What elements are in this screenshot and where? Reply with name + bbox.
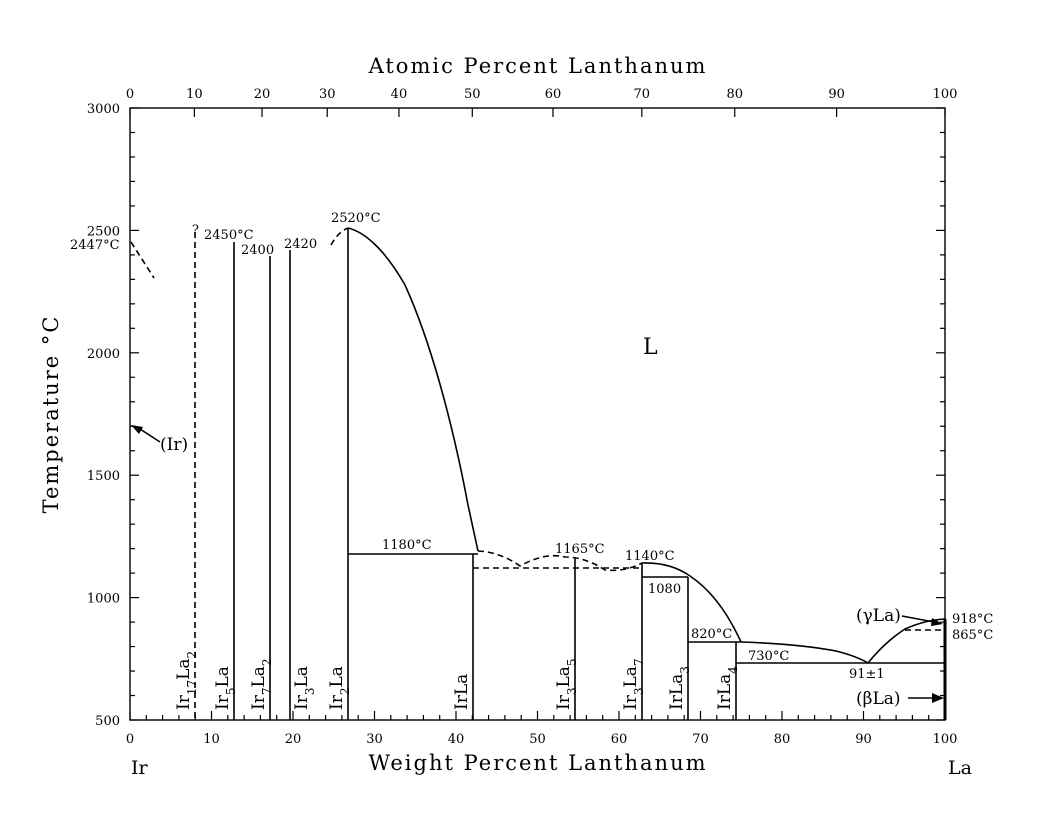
temp-1180: 1180°C (382, 538, 432, 553)
y-tick-label: 1500 (87, 469, 120, 484)
temp-2450: 2450°C (204, 228, 254, 243)
y-tick-label: 2000 (87, 347, 120, 362)
y-tick-label: 500 (95, 714, 120, 729)
phase-boundaries (130, 227, 946, 664)
liquidus-ir2la-dashed-top (330, 227, 349, 246)
bottom-tick-label: 100 (933, 732, 958, 747)
top-tick-label: 70 (634, 87, 651, 102)
temp-2420: 2420 (284, 237, 317, 252)
top-tick-label: 90 (828, 87, 845, 102)
isotherms (348, 553, 945, 664)
bottom-tick-label: 90 (855, 732, 872, 747)
compound-labels: Ir17La2 Ir5La Ir7La2 Ir3La Ir2La IrLa Ir3La5 Ir… (174, 651, 740, 710)
liquidus-ir2la-side (347, 227, 479, 552)
phase-labels: (Ir) (γLa) (βLa) (131, 425, 944, 709)
compound-label-ir7la2: Ir7La2 (249, 658, 274, 710)
ir-solid-solution-label: (Ir) (160, 435, 188, 455)
y-tick-label: 2500 (87, 224, 120, 239)
top-tick-label: 0 (126, 87, 134, 102)
y-tick-label: 3000 (87, 102, 120, 117)
bottom-tick-label: 30 (366, 732, 383, 747)
ir-melting-point: 2447°C (70, 238, 120, 253)
temp-1140: 1140°C (625, 549, 675, 564)
temp-1080: 1080 (648, 582, 681, 597)
la-melting-point: 918°C (952, 612, 993, 627)
solvus-curve (740, 641, 869, 664)
compound-label-ir5la: Ir5La (213, 666, 238, 710)
temp-1165: 1165°C (555, 542, 605, 557)
top-tick-label: 50 (464, 87, 481, 102)
beta-la-label: (βLa) (856, 689, 901, 709)
y-tick-label: 1000 (87, 592, 120, 607)
top-tick-label: 80 (726, 87, 743, 102)
ir-arrow-head (131, 425, 143, 434)
bottom-tick-label: 40 (448, 732, 465, 747)
bottom-tick-label: 20 (285, 732, 302, 747)
bottom-tick-label: 80 (774, 732, 791, 747)
temp-2400: 2400 (241, 243, 274, 258)
top-tick-label: 30 (319, 87, 336, 102)
liquidus-la-rich-side (641, 562, 742, 643)
compound-label-ir17la2: Ir17La2 (174, 651, 199, 710)
temperature-annotations: 2447°C ? 2450°C 2400 2420 2520°C 1180°C … (70, 211, 993, 682)
temp-730: 730°C (748, 649, 789, 664)
uncertain-mark: ? (192, 223, 199, 238)
plot-frame (129, 107, 946, 721)
liquidus-dashed-middle (477, 550, 643, 572)
bottom-tick-label: 60 (611, 732, 628, 747)
top-axis-title: Atomic Percent Lanthanum (368, 54, 708, 78)
gamma-la-arrow (901, 615, 935, 623)
compound-label-ir3la5: Ir3La5 (554, 658, 579, 710)
y-axis-title: Temperature °C (39, 315, 63, 514)
temp-2520: 2520°C (331, 211, 381, 226)
axis-tick-labels: 0 10 20 30 40 50 60 70 80 90 1000 10 20 30 40 50 60 70 80 9… (87, 87, 958, 747)
top-tick-label: 60 (545, 87, 562, 102)
compound-label-ir2la: Ir2La (327, 666, 352, 710)
gamma-la-label: (γLa) (856, 606, 901, 626)
top-tick-label: 20 (254, 87, 271, 102)
right-element-label: La (948, 757, 972, 779)
bottom-tick-label: 50 (529, 732, 546, 747)
axis-ticks (129, 107, 946, 721)
compound-label-irla4: IrLa4 (715, 666, 740, 710)
bottom-tick-label: 0 (126, 732, 134, 747)
temp-820: 820°C (691, 627, 732, 642)
ir-arrow (139, 428, 161, 443)
compound-label-ir3la7: Ir3La7 (621, 658, 646, 710)
top-tick-label: 100 (933, 87, 958, 102)
gamma-la-arrow-head (931, 618, 943, 626)
liquidus-ir-dashed (130, 241, 155, 279)
temp-865: 865°C (952, 628, 993, 643)
compound-label-ir3la: Ir3La (292, 666, 317, 710)
top-tick-label: 40 (391, 87, 408, 102)
beta-la-arrow-head (932, 693, 944, 703)
liquid-region-label: L (643, 335, 658, 360)
left-element-label: Ir (131, 757, 149, 779)
eutectic-composition: 91±1 (849, 667, 885, 682)
bottom-tick-label: 70 (692, 732, 709, 747)
top-tick-label: 10 (186, 87, 203, 102)
bottom-tick-label: 10 (203, 732, 220, 747)
bottom-axis-title: Weight Percent Lanthanum (368, 751, 707, 775)
compound-lines (194, 228, 947, 720)
compound-label-irla3: IrLa3 (667, 666, 692, 710)
compound-label-irla: IrLa (452, 674, 472, 710)
